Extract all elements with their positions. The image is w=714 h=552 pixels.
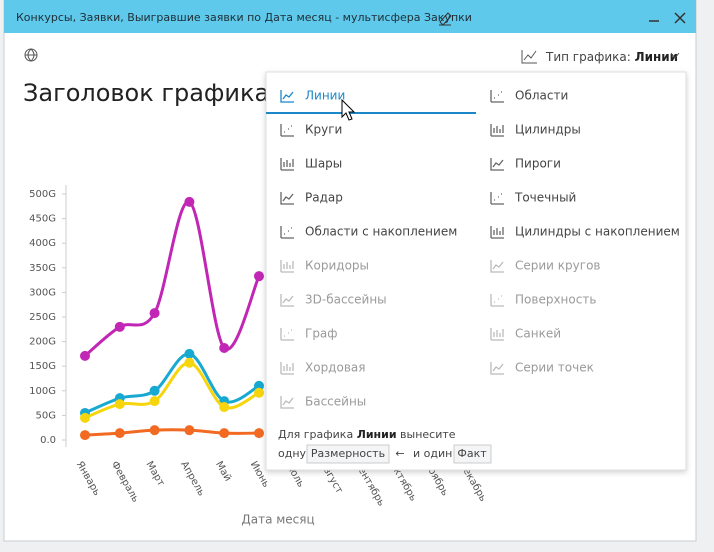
menu-option: Бассейны [305, 395, 366, 409]
chart-type-value: Линии [635, 50, 678, 64]
y-tick-label: 500G [29, 189, 56, 200]
data-point[interactable] [114, 399, 125, 410]
menu-icon [490, 226, 504, 239]
menu-icon [490, 90, 504, 103]
hint-text: одну [278, 447, 307, 460]
menu-icon [490, 362, 504, 375]
data-point[interactable] [184, 196, 195, 207]
menu-icon [280, 158, 294, 171]
menu-icon [490, 158, 504, 171]
data-point[interactable] [184, 348, 195, 359]
edit-icon[interactable] [439, 12, 452, 26]
menu-icon [490, 294, 504, 307]
hint-line-1: Для графика Линии вынесите [278, 428, 456, 441]
data-point[interactable] [114, 321, 125, 332]
menu-option: Коридоры [305, 259, 369, 273]
data-point[interactable] [80, 350, 90, 361]
menu-option[interactable]: Линии [305, 89, 345, 103]
data-point[interactable] [80, 412, 90, 423]
hint-text: и один [413, 447, 452, 460]
menu-icon [280, 396, 294, 409]
hint-chart: Линии [357, 428, 397, 441]
menu-icon [280, 260, 294, 273]
menu-icon [280, 294, 294, 307]
y-tick-label: 300G [29, 287, 56, 298]
data-point[interactable] [184, 425, 195, 436]
data-point[interactable] [254, 271, 264, 282]
y-tick-label: 150G [29, 361, 56, 372]
menu-option: Поверхность [515, 293, 596, 307]
menu-icon [280, 90, 294, 103]
menu-option[interactable]: Пироги [515, 157, 561, 171]
menu-option: Санкей [515, 327, 561, 341]
data-point[interactable] [254, 387, 264, 398]
menu-option[interactable]: Цилиндры [515, 123, 581, 137]
close-button[interactable] [674, 12, 686, 24]
x-axis-label: Дата месяц [241, 513, 314, 527]
y-tick-label: 200G [29, 337, 56, 348]
menu-option[interactable]: Круги [305, 123, 342, 137]
menu-option: Серии точек [515, 361, 594, 375]
menu-icon [490, 192, 504, 205]
chart-type-menu [265, 71, 687, 471]
menu-option[interactable]: Точечный [514, 191, 576, 205]
hint-arrow: ← [395, 447, 404, 460]
menu-option: Граф [305, 327, 338, 341]
menu-icon [490, 260, 504, 273]
mouse-cursor [341, 98, 356, 121]
dimension-chip: Размерность [311, 447, 385, 460]
data-point[interactable] [149, 396, 160, 407]
globe-icon[interactable] [24, 48, 38, 62]
y-tick-label: 450G [29, 214, 56, 225]
data-point[interactable] [149, 385, 160, 396]
data-point[interactable] [219, 342, 230, 353]
data-point[interactable] [149, 308, 160, 319]
menu-option[interactable]: Радар [305, 191, 343, 205]
chart-type-label: Тип графика: [545, 50, 631, 64]
menu-icon [280, 124, 294, 137]
chart-type-button[interactable]: Тип графика: Линии [545, 50, 678, 64]
y-tick-label: 250G [29, 312, 56, 323]
y-tick-label: 50G [36, 410, 56, 421]
menu-option[interactable]: Области [515, 89, 568, 103]
title-bar [4, 0, 696, 33]
menu-icon [490, 124, 504, 137]
chart-title: Заголовок графика [23, 79, 269, 107]
menu-option: Серии кругов [515, 259, 600, 273]
y-tick-label: 0.0 [40, 435, 56, 446]
menu-icon [280, 226, 294, 239]
data-point[interactable] [254, 380, 264, 391]
y-tick-label: 100G [29, 386, 56, 397]
data-point[interactable] [219, 402, 230, 413]
chip [306, 444, 390, 464]
data-point[interactable] [184, 357, 195, 368]
window-title: Конкурсы, Заявки, Выигравшие заявки по Д… [16, 11, 472, 24]
data-point[interactable] [149, 425, 160, 436]
menu-option[interactable]: Области с накоплением [305, 225, 457, 239]
data-point[interactable] [254, 428, 264, 439]
menu-items: Линии Круги Шары Радар Области с накоплением… [266, 89, 680, 409]
menu-option[interactable]: Шары [305, 157, 342, 171]
menu-icon [280, 362, 294, 375]
menu-option: 3D-бассейны [305, 293, 387, 307]
menu-icon [490, 328, 504, 341]
data-point[interactable] [219, 428, 230, 439]
menu-icon [280, 192, 294, 205]
menu-option: Хордовая [305, 361, 365, 375]
hint-text: вынесите [400, 428, 456, 441]
fact-chip: Факт [457, 447, 487, 460]
data-point[interactable] [114, 428, 125, 439]
chip [453, 444, 492, 464]
data-point[interactable] [80, 430, 90, 441]
menu-icon [280, 328, 294, 341]
menu-option[interactable]: Цилиндры с накоплением [515, 225, 680, 239]
y-tick-label: 400G [29, 238, 56, 249]
y-tick-label: 350G [29, 263, 56, 274]
chart-type-icon[interactable] [521, 50, 537, 64]
hint-text: Для графика [278, 428, 353, 441]
chevron[interactable] [670, 52, 680, 59]
